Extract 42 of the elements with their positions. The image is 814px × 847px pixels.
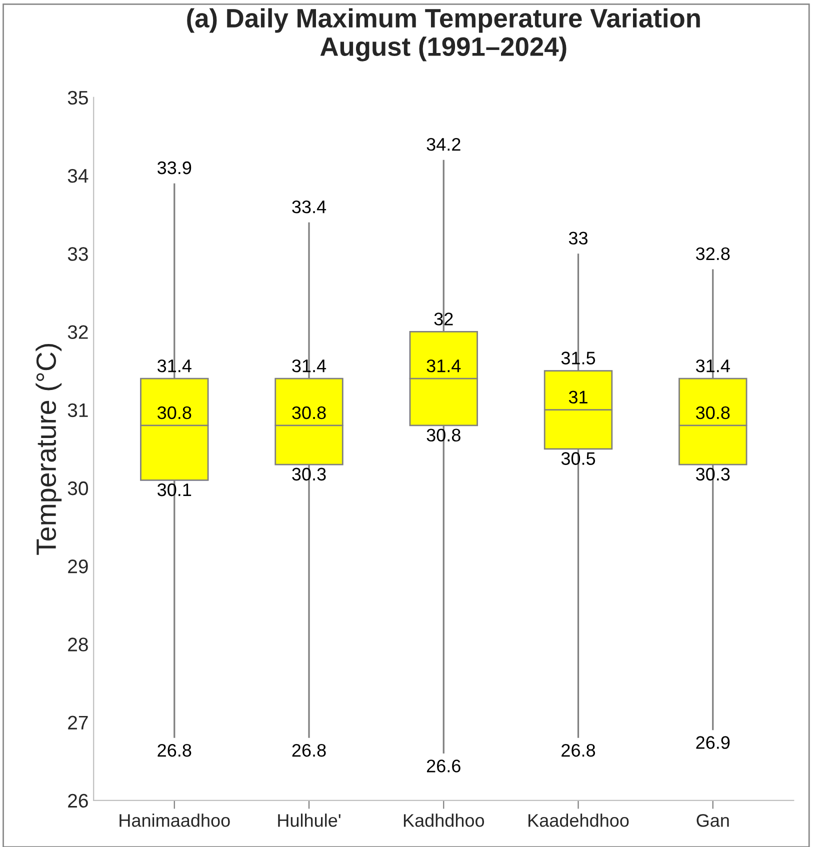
y-tick-label: 28	[68, 638, 88, 652]
y-axis-title: Temperature (°C)	[36, 344, 62, 555]
annotation: 31.4	[158, 359, 192, 372]
x-tick-label: Kaadehdhoo	[528, 814, 629, 827]
annotation: 31	[568, 390, 588, 404]
annotation: 30.8	[292, 406, 326, 420]
y-tick-label: 27	[68, 716, 88, 730]
annotation: 30.3	[696, 468, 730, 481]
x-tick-label: Hulhule'	[278, 814, 340, 827]
x-tick-label: Hanimaadhoo	[120, 814, 230, 827]
y-tick-label: 33	[68, 247, 88, 261]
annotation: 26.8	[292, 744, 326, 757]
annotation: 26.9	[696, 736, 730, 749]
annotation: 32.8	[696, 247, 730, 260]
annotation: 33.4	[292, 200, 326, 214]
y-tick-label: 32	[68, 325, 88, 339]
x-tick-label: Gan	[696, 814, 729, 827]
y-tick-label: 35	[68, 90, 88, 105]
y-tick-label: 29	[68, 560, 88, 574]
y-tick-label: 34	[68, 168, 88, 183]
annotation: 33	[568, 232, 588, 245]
annotation: 30.3	[292, 468, 326, 481]
annotation: 30.8	[426, 428, 460, 442]
x-tick-label: Kadhdhoo	[404, 814, 484, 827]
y-tick-label: 26	[68, 794, 88, 808]
annotation: 26.8	[562, 744, 596, 757]
annotation: 30.8	[696, 406, 730, 420]
annotation: 32	[434, 312, 453, 326]
annotation: 34.2	[426, 138, 460, 151]
annotation: 31.4	[426, 359, 461, 372]
y-tick-label: 31	[68, 403, 88, 418]
annotation: 30.5	[561, 452, 596, 465]
annotation: 33.9	[158, 161, 192, 174]
annotation: 31.4	[696, 359, 730, 372]
annotation: 30.1	[158, 483, 192, 496]
annotation: 30.8	[158, 406, 192, 420]
chart-title: (a) Daily Maximum Temperature Variation August (1991–2024)	[187, 8, 700, 62]
annotation: 26.8	[158, 744, 192, 757]
annotation: 31.4	[292, 359, 326, 372]
y-tick-label: 30	[68, 481, 88, 496]
annotation: 26.6	[426, 760, 460, 772]
annotation: 31.5	[561, 352, 596, 364]
